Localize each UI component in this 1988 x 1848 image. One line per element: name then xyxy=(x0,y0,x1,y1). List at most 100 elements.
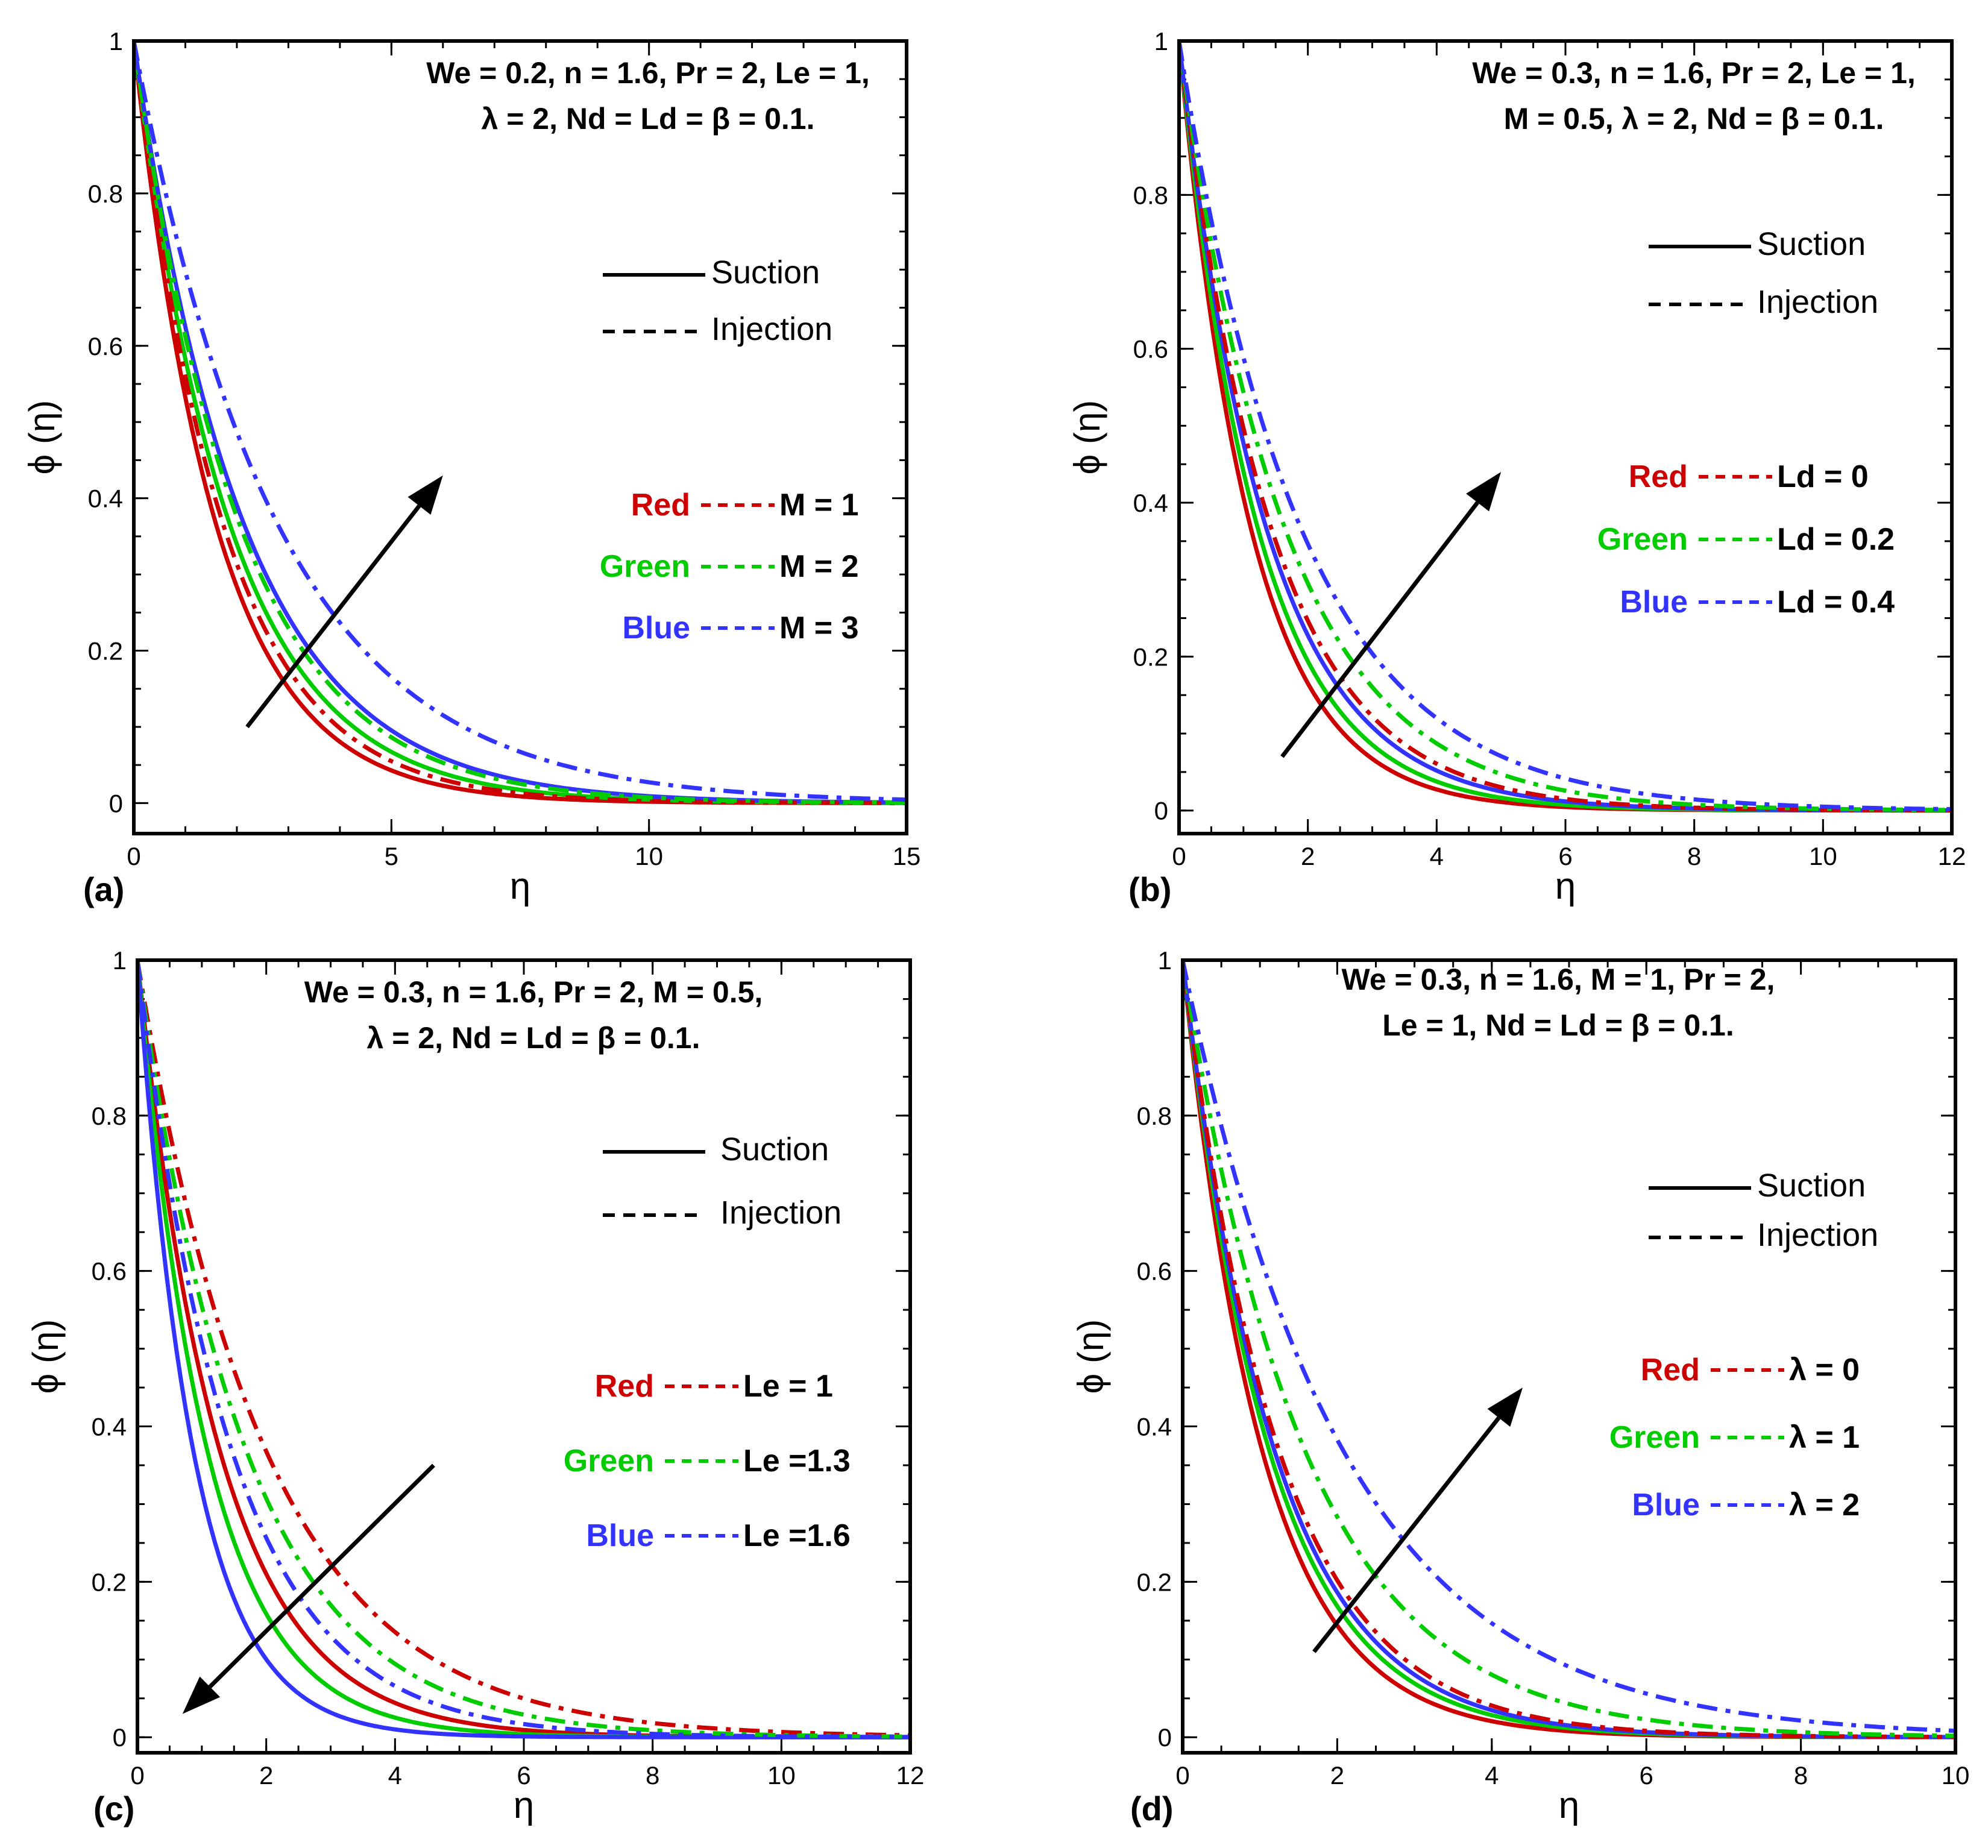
series-line xyxy=(1183,960,1955,1740)
panel-title-line: We = 0.2, n = 1.6, Pr = 2, Le = 1, xyxy=(426,56,870,90)
x-tick-label: 8 xyxy=(1687,842,1701,870)
series-line xyxy=(1183,960,1955,1740)
x-tick-label: 4 xyxy=(388,1761,402,1790)
series-line xyxy=(1179,41,1952,812)
panel-title-line: λ = 2, Nd = Ld = β = 0.1. xyxy=(482,102,815,136)
color-legend-name: Red xyxy=(1641,1353,1700,1388)
x-tick-label: 10 xyxy=(635,842,663,870)
trend-arrow-shaft xyxy=(208,1463,435,1688)
series-line xyxy=(1179,41,1952,813)
series-group-a xyxy=(134,41,907,805)
series-line xyxy=(1179,41,1952,812)
color-legend-name: Green xyxy=(1609,1420,1700,1455)
y-tick-label: 1 xyxy=(113,946,127,975)
series-line xyxy=(134,41,907,805)
plot-frame-b xyxy=(1177,39,1954,835)
y-tick-label: 0.8 xyxy=(1137,1102,1172,1130)
color-legend-name: Green xyxy=(564,1444,654,1479)
y-tick-label: 0.4 xyxy=(88,485,123,513)
series-line xyxy=(1179,41,1952,811)
series-group-b xyxy=(1179,41,1952,813)
panel-title-line: M = 0.5, λ = 2, Nd = β = 0.1. xyxy=(1504,102,1884,136)
color-legend-label: Ld = 0.2 xyxy=(1777,522,1895,557)
panel-title-line: Le = 1, Nd = Ld = β = 0.1. xyxy=(1382,1008,1734,1042)
x-tick-label: 2 xyxy=(259,1761,273,1790)
plot-frame-a xyxy=(132,39,908,835)
panel-d: 0 2 4 6 8 10 0 0.2 0.4 0.6 0.8 1 We = 0.3, n = 1.6, … xyxy=(1071,946,1969,1828)
series-line xyxy=(1179,41,1952,812)
color-legend-label: λ = 0 xyxy=(1789,1353,1860,1388)
y-tick-label: 0.6 xyxy=(88,332,123,360)
panel-title-line: We = 0.3, n = 1.6, M = 1, Pr = 2, xyxy=(1342,963,1775,996)
y-axis-label: ϕ (η) xyxy=(25,1319,66,1394)
x-tick-label: 4 xyxy=(1485,1761,1499,1790)
series-line xyxy=(1183,960,1955,1733)
panel-label: (b) xyxy=(1128,870,1172,908)
trend-arrow-shaft xyxy=(245,504,421,729)
y-tick-label: 0.6 xyxy=(1133,335,1168,363)
x-tick-label: 0 xyxy=(130,1761,144,1790)
y-tick-label: 0.8 xyxy=(92,1102,127,1130)
color-legend-name: Blue xyxy=(1632,1488,1700,1523)
y-tick-label: 0 xyxy=(109,789,123,817)
color-legend-label: λ = 1 xyxy=(1789,1420,1860,1455)
color-legend-name: Red xyxy=(1629,459,1688,494)
panel-b: 0 2 4 6 8 10 12 0 0.2 0.4 0.6 0.8 1 We = 0.3, n = 1.6… xyxy=(1067,27,1966,908)
series-line xyxy=(137,960,910,1739)
trend-arrow-shaft xyxy=(1312,1416,1501,1653)
x-tick-label: 6 xyxy=(1640,1761,1653,1790)
ticks-a xyxy=(133,40,908,834)
x-tick-label: 6 xyxy=(517,1761,530,1790)
plot-frame-c xyxy=(136,958,912,1755)
series-line xyxy=(137,960,910,1740)
series-line xyxy=(134,41,907,805)
y-tick-label: 0.8 xyxy=(1133,181,1168,209)
x-axis-label: η xyxy=(514,1785,534,1826)
series-line xyxy=(134,41,907,805)
series-line xyxy=(137,960,910,1738)
y-tick-label: 0.2 xyxy=(1133,643,1168,671)
x-tick-label: 12 xyxy=(1938,842,1966,870)
color-legend-name: Green xyxy=(600,549,690,584)
x-tick-label: 10 xyxy=(767,1761,796,1790)
color-legend-name: Red xyxy=(631,488,690,523)
y-axis-label: ϕ (η) xyxy=(1067,400,1107,475)
series-line xyxy=(137,960,910,1740)
series-line xyxy=(137,960,910,1740)
panel-title-line: λ = 2, Nd = Ld = β = 0.1. xyxy=(367,1021,700,1055)
y-tick-label: 0.2 xyxy=(88,637,123,665)
trend-arrow-head xyxy=(1487,1388,1523,1427)
color-legend-label: M = 1 xyxy=(779,488,859,523)
color-legend-label: M = 2 xyxy=(779,549,859,584)
panel-title-line: We = 0.3, n = 1.6, Pr = 2, M = 0.5, xyxy=(304,975,763,1009)
y-tick-label: 0.4 xyxy=(1137,1413,1172,1441)
y-tick-label: 0 xyxy=(1154,797,1168,825)
y-tick-label: 0.2 xyxy=(92,1568,127,1596)
series-line xyxy=(134,41,907,805)
y-tick-label: 0.6 xyxy=(1137,1257,1172,1286)
panel-label: (a) xyxy=(83,870,124,908)
trend-arrow-head xyxy=(182,1676,221,1714)
color-legend-label: Le =1.3 xyxy=(743,1444,851,1479)
x-tick-label: 8 xyxy=(646,1761,659,1790)
panel-title-line: We = 0.3, n = 1.6, Pr = 2, Le = 1, xyxy=(1472,56,1916,90)
panel-label: (d) xyxy=(1130,1790,1174,1828)
plot-frame-d xyxy=(1181,958,1957,1755)
panel-a: 0 5 10 15 0 0.2 0.4 0.6 0.8 1 We = 0.2, n = 1.6, P… xyxy=(22,27,920,908)
y-tick-label: 0.4 xyxy=(1133,489,1168,517)
x-tick-label: 0 xyxy=(127,842,140,870)
series-line xyxy=(134,41,907,802)
x-tick-label: 10 xyxy=(1942,1761,1970,1790)
legend-label: Injection xyxy=(711,311,832,347)
color-legend-label: Le = 1 xyxy=(743,1369,833,1404)
legend-label: Suction xyxy=(1757,1168,1866,1204)
color-legend-name: Blue xyxy=(586,1518,654,1553)
y-axis-label: ϕ (η) xyxy=(22,400,62,475)
color-legend-label: Ld = 0.4 xyxy=(1777,585,1895,620)
x-tick-label: 10 xyxy=(1809,842,1837,870)
series-line xyxy=(1183,960,1955,1740)
y-tick-label: 0.6 xyxy=(92,1257,127,1286)
series-line xyxy=(1179,41,1952,813)
trend-arrow-head xyxy=(1466,471,1502,512)
